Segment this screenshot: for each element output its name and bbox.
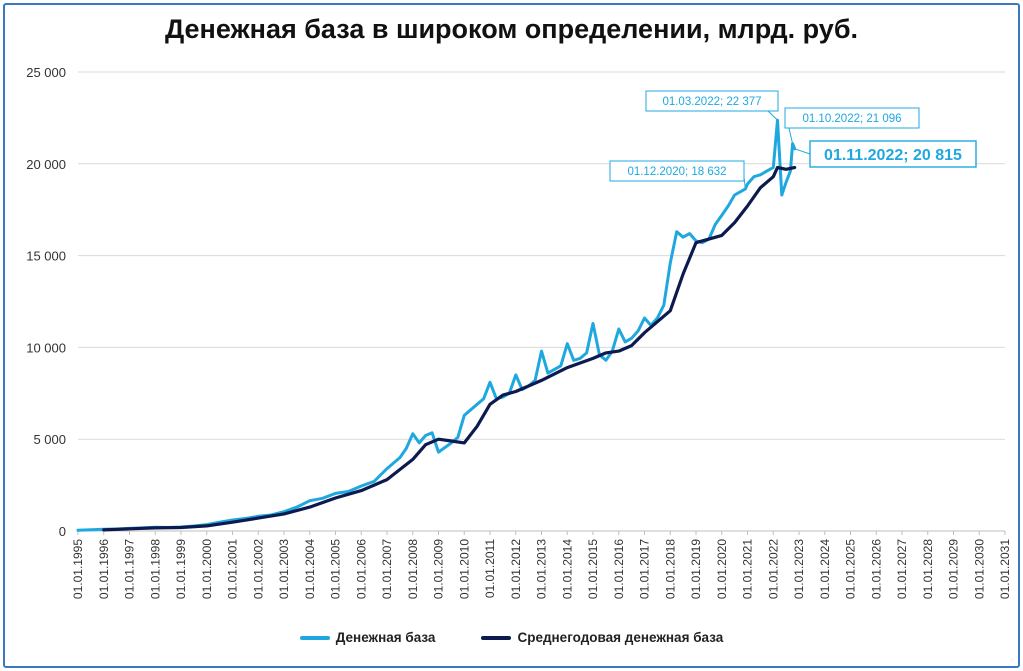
x-tick-label: 01.01.2015 (586, 539, 600, 599)
x-tick-label: 01.01.1998 (148, 539, 162, 599)
x-tick-label: 01.01.2005 (329, 539, 343, 599)
x-tick-label: 01.01.2004 (303, 539, 317, 599)
annotation-box (645, 90, 779, 112)
y-tick-label: 10 000 (26, 340, 66, 355)
x-tick-label: 01.01.2016 (612, 539, 626, 599)
x-tick-label: 01.01.2000 (200, 539, 214, 599)
legend-label-average-money-base: Среднегодовая денежная база (517, 630, 724, 645)
x-tick-label: 01.01.1997 (123, 539, 137, 599)
x-tick-label: 01.01.2009 (432, 539, 446, 599)
x-tick-label: 01.01.2026 (869, 539, 883, 599)
annotation-leader (767, 110, 778, 121)
x-tick-label: 01.01.2018 (663, 539, 677, 599)
x-tick-label: 01.01.1996 (97, 539, 111, 599)
chart-title: Денежная база в широком определении, млр… (164, 14, 859, 44)
x-tick-label: 01.01.2003 (277, 539, 291, 599)
x-tick-label: 01.01.2011 (483, 539, 497, 598)
annotation-box (784, 107, 920, 129)
annotation-label: 01.11.2022; 20 815 (824, 147, 962, 164)
legend-item-money-base: Денежная база (299, 630, 436, 645)
x-tick-label: 01.01.2022 (766, 539, 780, 599)
y-tick-label: 20 000 (26, 157, 66, 172)
x-tick-label: 01.01.2023 (792, 539, 806, 599)
x-tick-label: 01.01.2029 (947, 539, 961, 599)
y-tick-label: 5 000 (33, 432, 66, 447)
x-tick-label: 01.01.2014 (560, 539, 574, 599)
x-tick-label: 01.01.2006 (354, 539, 368, 599)
legend-swatch-money-base (299, 635, 330, 640)
x-tick-label: 01.01.2008 (406, 539, 420, 599)
x-tick-label: 01.01.2001 (226, 539, 240, 599)
y-tick-label: 25 000 (26, 65, 66, 80)
x-tick-label: 01.01.2028 (921, 539, 935, 599)
x-tick-label: 01.01.2030 (972, 539, 986, 599)
annotation-box (609, 160, 745, 182)
chart-legend: Денежная база Среднегодовая денежная баз… (0, 630, 1023, 645)
y-tick-label: 0 (59, 524, 66, 539)
annotation-leader (794, 148, 811, 155)
legend-swatch-average-money-base (481, 635, 512, 640)
x-tick-label: 01.01.2012 (509, 539, 523, 599)
series-line-money-base (76, 118, 797, 532)
annotation-box (809, 140, 977, 168)
x-tick-label: 01.01.2024 (818, 539, 832, 599)
x-tick-label: 01.01.2010 (457, 539, 471, 599)
x-tick-label: 01.01.2019 (689, 539, 703, 599)
x-tick-label: 01.01.2002 (251, 539, 265, 599)
x-tick-label: 01.01.2007 (380, 539, 394, 599)
x-tick-label: 01.01.2027 (895, 539, 909, 599)
annotation-label: 01.10.2022; 21 096 (802, 113, 901, 125)
x-tick-label: 01.01.2017 (638, 539, 652, 599)
x-tick-label: 01.01.2013 (535, 539, 549, 599)
annotation-label: 01.12.2020; 18 632 (627, 166, 726, 178)
x-tick-label: 01.01.2031 (998, 539, 1012, 599)
series-line-average-money-base (102, 165, 797, 532)
annotation-label: 01.03.2022; 22 377 (662, 96, 761, 108)
x-tick-label: 01.01.2020 (715, 539, 729, 599)
y-tick-label: 15 000 (26, 249, 66, 264)
annotation-leader (788, 127, 794, 144)
x-tick-label: 01.01.2025 (844, 539, 858, 599)
legend-item-average-money-base: Среднегодовая денежная база (481, 630, 723, 645)
x-tick-label: 01.01.2021 (741, 539, 755, 599)
x-tick-label: 01.01.1995 (71, 539, 85, 599)
legend-label-money-base: Денежная база (335, 630, 436, 645)
x-tick-label: 01.01.1999 (174, 539, 188, 599)
